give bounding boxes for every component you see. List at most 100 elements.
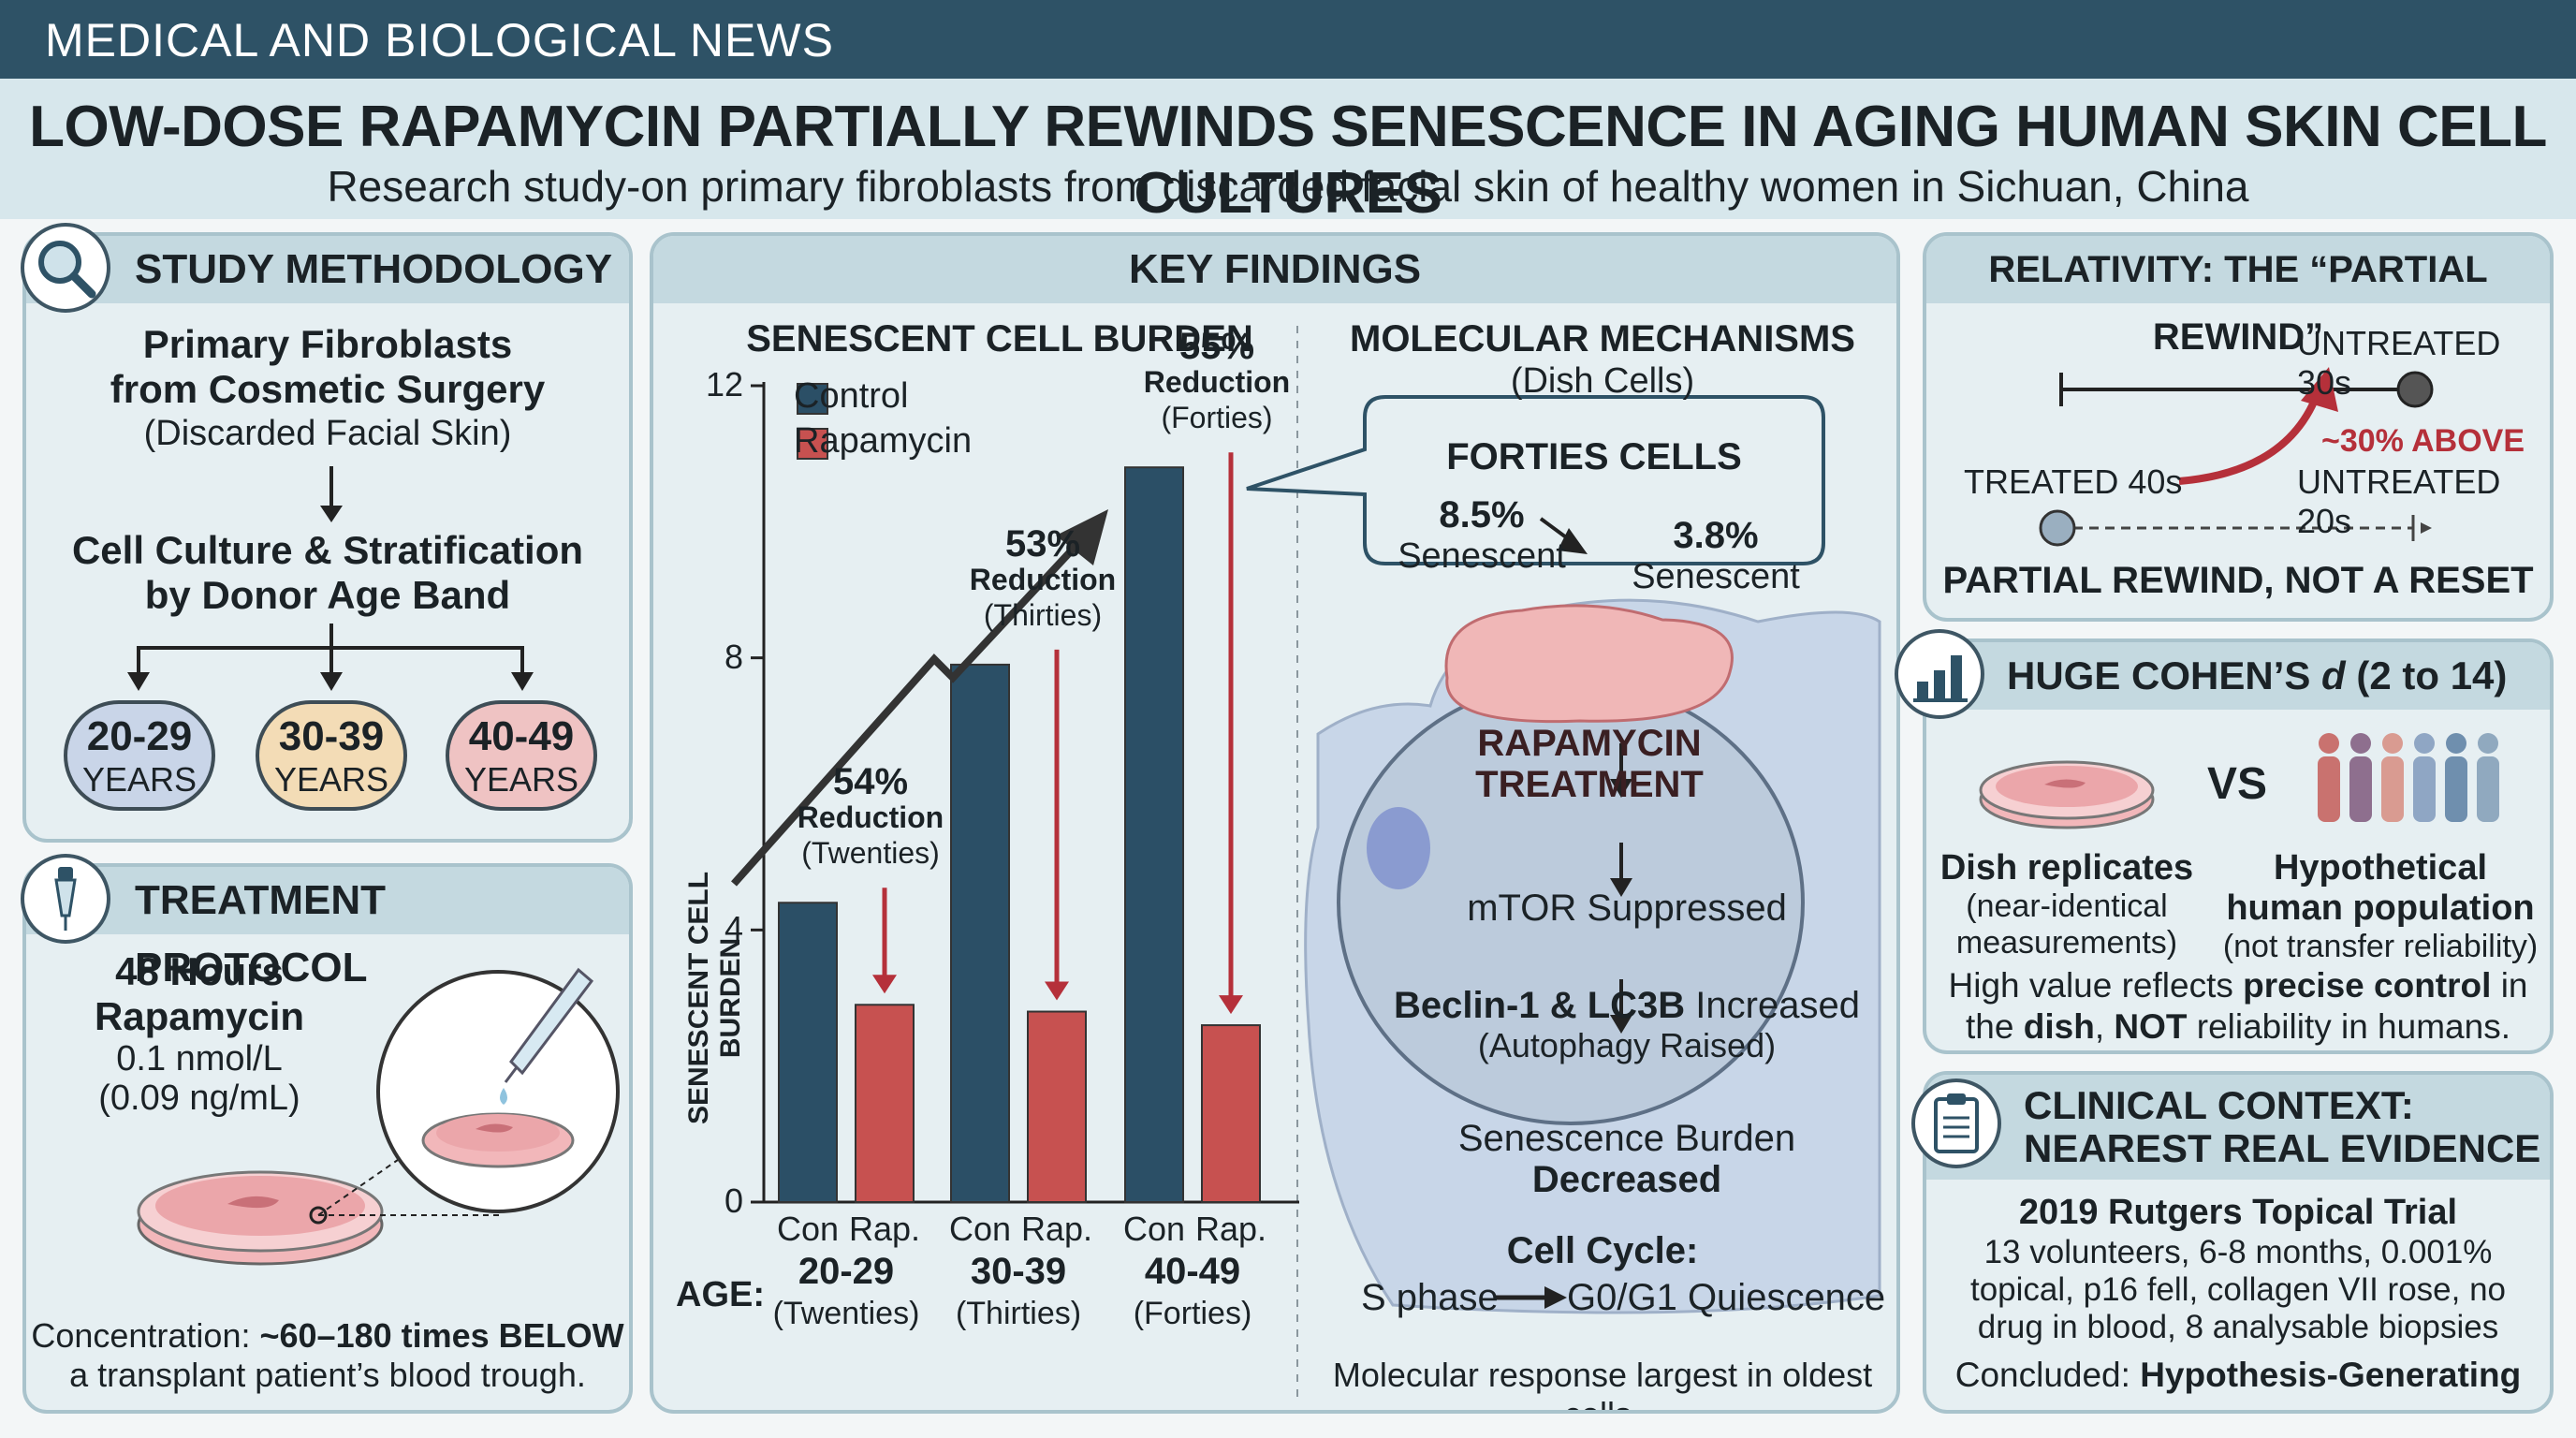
age-band-20-29: 20-29 YEARS [64,700,215,811]
person-head [2414,733,2435,754]
petri-dish-icon [137,1170,384,1266]
clinical-heading-line1: CLINICAL CONTEXT: [2024,1083,2414,1127]
person-body [2349,756,2372,822]
cohen-note1-post: in [2491,966,2528,1005]
person-head [2478,733,2498,754]
clinical-line1: 13 volunteers, 6-8 months, 0.001% [1983,1234,2493,1270]
reduction-percent: 55% [1178,326,1255,368]
findings-heading: KEY FINDINGS [653,236,1896,303]
findings-footer-note: Molecular response largest in oldest cel… [1332,1356,1873,1410]
dish-replicates-sub2: measurements) [1955,925,2178,961]
clinical-conclusion-pre: Concluded: [1954,1356,2141,1394]
methodology-heading-text: STUDY METHODOLOGY [135,246,613,292]
bar-chart-icon [1895,629,1984,719]
above-label: ~30% ABOVE [2321,423,2525,459]
cohen-note1-pre: High value reflects [1948,966,2244,1005]
clinical-conclusion: Concluded: Hypothesis-Generating [1926,1356,2550,1395]
treated-40s-label: TREATED 40s [1964,462,2183,501]
forties-box-title: FORTIES CELLS [1446,436,1742,477]
y-tick-label: 0 [724,1181,743,1220]
forties-after-value: 3.8% [1673,515,1759,556]
legend-control: Control [794,376,909,416]
cohen-note2-post: reliability in humans. [2187,1007,2510,1046]
rapamycin-treatment-label2: TREATMENT [1475,764,1704,805]
bar-rapamycin-20-29 [855,1004,915,1203]
step-autophagy: (Autophagy Raised) [1477,1026,1777,1064]
treatment-panel: TREATMENT PROTOCOL 48 Hours Rapamycin 0.… [22,863,633,1414]
treatment-drug: Rapamycin [94,994,305,1038]
cohen-heading-pre: HUGE COHEN’S [2007,653,2322,697]
cohen-note2-bold2: NOT [2114,1007,2188,1046]
concentration-prefix: Concentration: [31,1316,260,1355]
forties-after: 3.8% Senescent [1608,515,1823,597]
step-senescence-2: Decreased [1531,1159,1722,1200]
bar-label: Con [776,1210,840,1248]
magnifier-icon [21,223,110,313]
category-label: 20-29 [798,1251,895,1292]
cell-icon [1304,598,1881,1314]
forties-before-value: 8.5% [1439,494,1525,536]
category-sublabel: (Forties) [1133,1296,1252,1331]
person-body [2413,756,2436,822]
bar-label: Rap. [1020,1210,1093,1248]
bar-control-40-49 [1124,466,1184,1203]
step-beclin-bold: Beclin-1 & LC3B [1394,985,1686,1026]
step1-line2: from Cosmetic Surgery [110,367,546,411]
chart-title: SENESCENT CELL BURDEN [746,318,1253,360]
reduction-group: (Thirties) [983,597,1103,632]
bar-label: Con [948,1210,1012,1248]
age-band-unit: YEARS [81,760,198,799]
step-beclin: Beclin-1 & LC3B Increased [1365,985,1889,1027]
age-band-40-49: 40-49 YEARS [446,700,597,811]
reduction-annotation: 53% Reduction (Thirties) [954,525,1132,633]
category-sublabel: (Thirties) [955,1296,1082,1331]
reduction-arrowhead [1219,995,1243,1015]
category-label: MEDICAL AND BIOLOGICAL NEWS [45,14,834,66]
cohen-illustration [1979,733,2499,829]
clinical-line2: topical, p16 fell, collagen VII rose, no [1969,1271,2506,1308]
versus-label: VS [2207,759,2268,809]
person-body [2318,756,2340,822]
page-title: LOW-DOSE RAPAMYCIN PARTIALLY REWINDS SEN… [29,95,2547,226]
age-band-unit: YEARS [273,760,389,799]
category-bar: MEDICAL AND BIOLOGICAL NEWS [0,0,2576,79]
forties-before-label: Senescent [1398,536,1566,576]
y-tick-label: 12 [705,365,743,404]
category-label: 40-49 [1144,1251,1241,1292]
age-band-range: 40-49 [468,713,575,759]
category-label: 30-39 [970,1251,1067,1292]
step-beclin-rest: Increased [1685,985,1860,1026]
bar-label: Rap. [1194,1210,1267,1248]
cohen-note2-pre: the [1966,1007,2024,1046]
treatment-duration: 48 Hours [115,949,284,993]
human-population-sub: (not transfer reliability) [2222,929,2539,964]
y-tick-label: 4 [724,909,743,948]
step-mtor: mTOR Suppressed [1467,888,1787,929]
title-band: LOW-DOSE RAPAMYCIN PARTIALLY REWINDS SEN… [0,79,2576,226]
forties-after-label: Senescent [1632,557,1800,596]
petri-dish-icon [1979,760,2155,829]
reduction-word: Reduction [1143,365,1291,400]
untreated-30s-label: UNTREATED 30s [2297,324,2501,402]
treatment-dose-ng: (0.09 ng/mL) [98,1078,300,1118]
clinical-line3: drug in blood, 8 analysable biopsies [1977,1309,2499,1345]
untreated-20s-label: UNTREATED 20s [2297,462,2501,540]
clinical-panel: CLINICAL CONTEXT: NEAREST REAL EVIDENCE … [1923,1071,2554,1414]
chart-ylabel: SENESCENT CELL BURDEN [683,871,746,1125]
bar-rapamycin-40-49 [1201,1024,1261,1203]
treatment-heading: TREATMENT PROTOCOL [26,867,629,990]
clinical-trial-name: 2019 Rutgers Topical Trial [2018,1193,2458,1232]
molecular-title: MOLECULAR MECHANISMS [1350,318,1855,360]
clinical-heading-line2: NEAREST REAL EVIDENCE [2024,1126,2541,1170]
dish-replicates-sub1: (near-identical [1966,888,2168,924]
bar-control-30-39 [950,663,1010,1203]
reduction-annotation: 55% Reduction (Forties) [1128,326,1306,435]
dish-replicates-title: Dish replicates [1939,848,2194,888]
cell-cycle-to: G0/G1 Quiescence [1567,1277,1886,1318]
reduction-arrowhead [1045,981,1069,1001]
cohen-panel: HUGE COHEN’S d (2 to 14) VS Dish replica… [1923,638,2554,1054]
y-tick-label: 8 [724,637,743,676]
flow-branch-arrows [127,624,534,691]
cohen-note2-mid: , [2094,1007,2115,1046]
concentration-bold: ~60–180 times BELOW [259,1316,624,1355]
